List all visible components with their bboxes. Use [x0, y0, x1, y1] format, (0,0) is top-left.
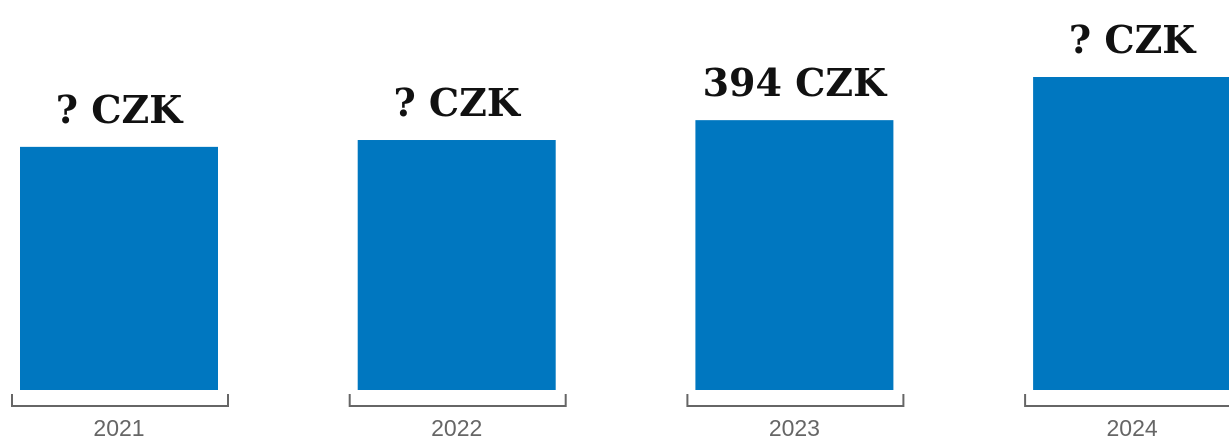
- value-label: ? CZK: [393, 80, 521, 125]
- x-tick-label: 2021: [93, 415, 144, 439]
- x-tick-label: 2022: [431, 415, 482, 439]
- x-tick-label: 2024: [1107, 415, 1158, 439]
- bar: [20, 146, 218, 390]
- bar: [357, 140, 556, 390]
- category-bracket: [348, 394, 567, 407]
- value-label: 394 CZK: [703, 60, 889, 105]
- category-bracket: [686, 394, 905, 407]
- category-bracket: [1024, 394, 1229, 407]
- bar: [1033, 77, 1229, 390]
- bar: [695, 120, 894, 390]
- value-label: ? CZK: [56, 87, 184, 132]
- category-bracket: [11, 394, 229, 407]
- x-tick-label: 2023: [769, 415, 820, 439]
- value-label: ? CZK: [1069, 17, 1197, 62]
